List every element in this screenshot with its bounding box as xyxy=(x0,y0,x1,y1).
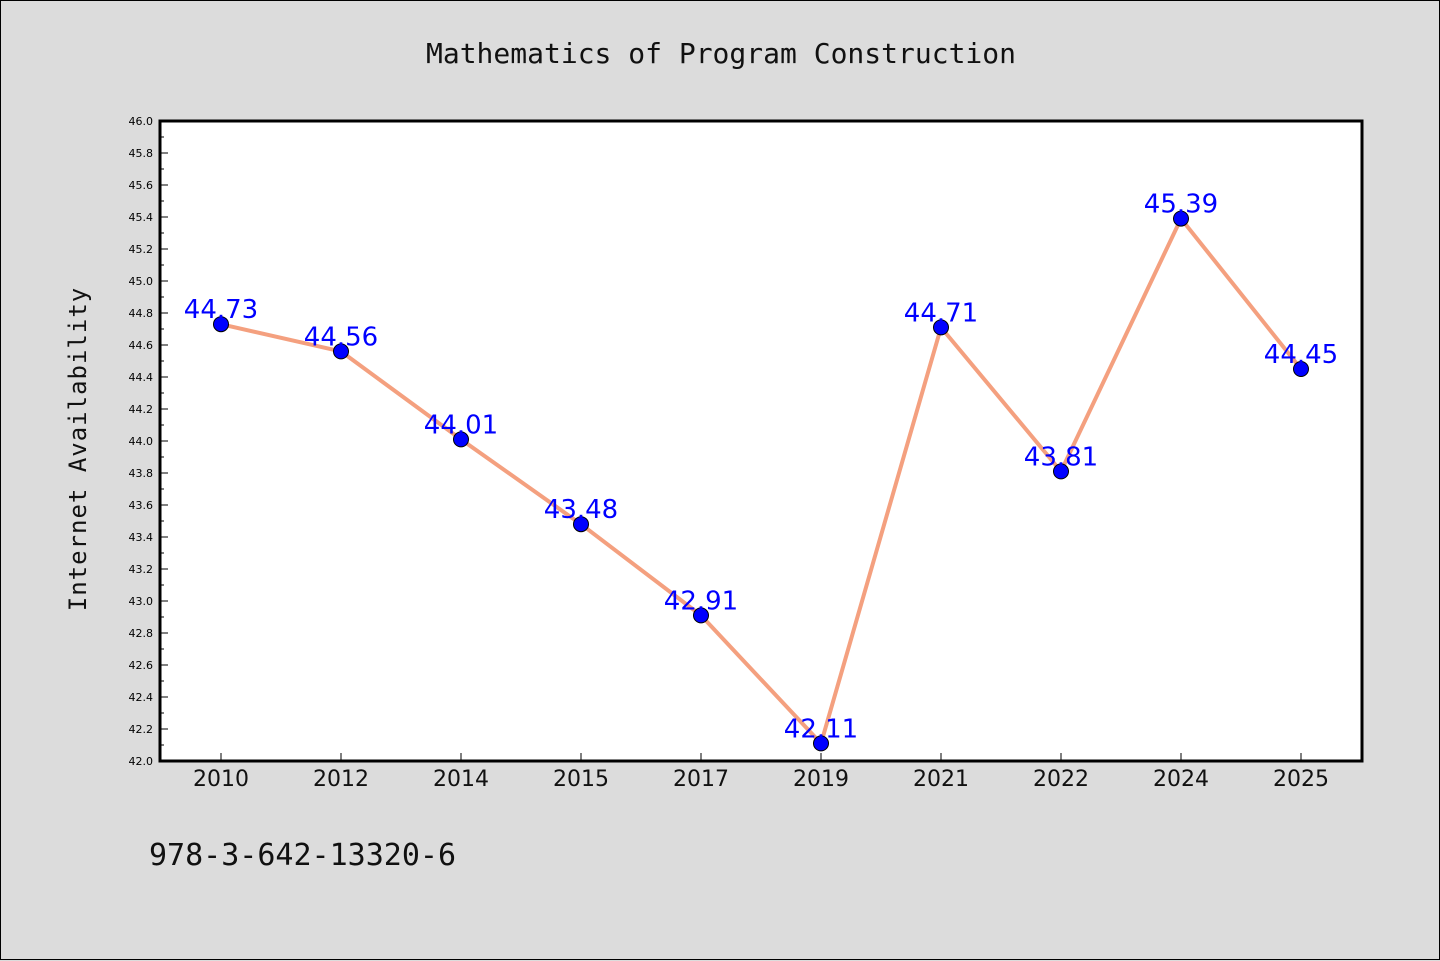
data-label: 44.71 xyxy=(904,298,978,328)
data-label: 44.73 xyxy=(184,295,258,325)
data-point-marker xyxy=(573,516,589,533)
data-point-marker xyxy=(333,343,349,360)
y-tick-label: 44.8 xyxy=(129,307,154,320)
y-tick-label: 42.2 xyxy=(129,723,154,736)
x-tick-label: 2021 xyxy=(913,767,969,792)
x-tick-label: 2024 xyxy=(1153,767,1209,792)
data-label: 44.45 xyxy=(1264,340,1338,370)
y-tick-label: 42.4 xyxy=(129,691,154,704)
y-tick-label: 44.2 xyxy=(129,403,154,416)
data-point-marker xyxy=(813,735,829,752)
data-label: 43.81 xyxy=(1024,442,1098,472)
y-axis-label: Internet Availability xyxy=(64,287,92,611)
data-label: 44.01 xyxy=(424,410,498,440)
data-point-marker xyxy=(693,607,709,624)
data-point-marker xyxy=(1293,361,1309,377)
data-label: 42.91 xyxy=(664,586,738,616)
y-tick-label: 43.6 xyxy=(129,499,154,512)
y-tick-label: 42.0 xyxy=(129,755,154,768)
x-tick-label: 2025 xyxy=(1273,767,1329,792)
y-tick-label: 44.0 xyxy=(129,435,154,448)
y-tick-label: 45.2 xyxy=(129,243,154,256)
y-tick-label: 46.0 xyxy=(129,115,154,128)
y-tick-label: 45.0 xyxy=(129,275,154,288)
isbn-footer: 978-3-642-13320-6 xyxy=(149,838,456,873)
x-tick-label: 2012 xyxy=(313,767,369,792)
data-point-marker xyxy=(1173,210,1189,227)
data-label: 45.39 xyxy=(1144,190,1218,220)
x-tick-label: 2014 xyxy=(433,767,489,792)
x-tick-label: 2010 xyxy=(193,767,249,792)
x-tick-label: 2015 xyxy=(553,767,609,792)
y-tick-label: 43.4 xyxy=(129,531,154,544)
y-tick-label: 43.8 xyxy=(129,467,154,480)
plot-border xyxy=(158,119,1364,763)
y-tick-label: 43.0 xyxy=(129,595,154,608)
y-tick-label: 45.8 xyxy=(129,147,154,160)
data-point-marker xyxy=(1053,463,1069,480)
plot-area xyxy=(160,121,1362,761)
x-tick-label: 2022 xyxy=(1033,767,1089,792)
x-axis-ticks: 2010 2012 2014 2015 2017 2019 2021 2022 2024 2025 xyxy=(193,753,1329,792)
x-tick-label: 2019 xyxy=(793,767,849,792)
series-line xyxy=(220,216,1303,746)
y-tick-label: 45.6 xyxy=(129,179,154,192)
data-label: 43.48 xyxy=(544,495,618,525)
y-tick-label: 42.6 xyxy=(129,659,154,672)
data-point-marker xyxy=(933,319,949,336)
data-point-marker xyxy=(453,431,469,448)
series-layer: 44.73 44.56 44.01 43.48 42.91 42.11 44.71 43.81… xyxy=(184,190,1338,752)
y-tick-label: 44.4 xyxy=(129,371,154,384)
data-label: 42.11 xyxy=(784,714,858,744)
y-tick-label: 44.6 xyxy=(129,339,154,352)
y-tick-label: 43.2 xyxy=(129,563,154,576)
y-tick-label: 45.4 xyxy=(129,211,154,224)
chart-title: Mathematics of Program Construction xyxy=(426,37,1016,70)
data-label: 44.56 xyxy=(304,322,378,352)
data-point-marker xyxy=(213,316,229,333)
x-tick-label: 2017 xyxy=(673,767,729,792)
y-axis-ticks: 42.0 42.2 42.4 42.6 42.8 43.0 43.2 43.4 43.6 43.8… xyxy=(129,115,168,768)
y-tick-label: 42.8 xyxy=(129,627,154,640)
